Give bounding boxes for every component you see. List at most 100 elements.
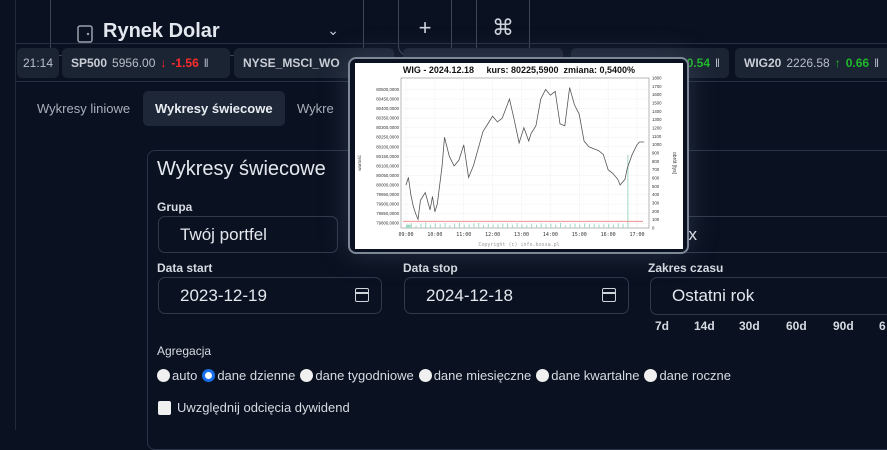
tab-candlestick-charts[interactable]: Wykresy świecowe — [143, 91, 285, 126]
right-tick-label: 200 — [652, 209, 660, 214]
volume-bar — [468, 224, 470, 228]
left-tick-label: 80050,0000 — [376, 173, 399, 178]
wallet-icon — [77, 25, 93, 43]
volume-bar — [569, 224, 571, 228]
dividend-checkbox[interactable]: Uwzględnij odcięcia dywidend — [158, 400, 350, 415]
quick-range-14d[interactable]: 14d — [694, 319, 715, 333]
quick-range-7d[interactable]: 7d — [655, 319, 670, 333]
volume-bar — [617, 223, 619, 228]
sidebar-divider — [15, 0, 16, 430]
radio-button[interactable] — [300, 369, 314, 382]
chart-icon: ‖ — [874, 56, 880, 70]
ticker-item[interactable]: SP500 5956.00 ↓ -1.56 ‖ — [62, 48, 230, 78]
volume-bar — [545, 224, 547, 228]
ticker-item[interactable]: WIG20 2226.58 ↑ 0.66 ‖ — [735, 48, 887, 78]
radio-button[interactable] — [536, 369, 550, 382]
header-divider — [15, 43, 887, 44]
calendar-icon[interactable] — [355, 288, 369, 302]
radio-yearly[interactable]: dane roczne — [644, 368, 731, 383]
range-select[interactable]: Ostatni rok — [650, 277, 887, 315]
radio-button[interactable] — [418, 369, 432, 382]
arrow-down-icon: ↓ — [160, 56, 167, 70]
right-axis-label: obrót [tys] — [671, 152, 677, 175]
left-tick-label: 80000,0000 — [376, 183, 399, 188]
tab-other-charts[interactable]: Wykre — [297, 101, 334, 116]
volume-bar — [579, 224, 581, 228]
volume-bar — [439, 224, 441, 228]
price-line — [405, 87, 645, 221]
range-value: Ostatni rok — [672, 286, 755, 305]
radio-label: dane dzienne — [217, 368, 296, 383]
volume-bar — [555, 224, 557, 228]
quick-range-60d[interactable]: 60d — [786, 319, 807, 333]
ticker-change: 0.54 — [686, 56, 711, 70]
radio-label: dane miesięczne — [433, 368, 532, 383]
chart-title: WIG - 2024.12.18 kurs: 80225,5900 zmiana… — [403, 65, 635, 75]
x-tick-label: 13:00 — [514, 232, 529, 238]
tab-line-charts[interactable]: Wykresy liniowe — [37, 101, 131, 116]
radio-auto[interactable]: auto — [157, 368, 197, 383]
ticker-symbol: SP500 — [71, 56, 108, 70]
chart-copyright: Copyright (c) info.bossa.pl — [478, 242, 559, 248]
card-title: Wykresy świecowe — [157, 158, 326, 180]
right-tick-label: 500 — [652, 184, 660, 189]
ticker-change: -1.56 — [171, 56, 199, 70]
quick-range-90d[interactable]: 90d — [833, 319, 854, 333]
group-value: Twój portfel — [180, 224, 267, 244]
volume-bar — [627, 154, 629, 228]
ticker-value: 5956.00 — [112, 56, 156, 70]
right-tick-label: 100 — [652, 217, 660, 222]
volume-bar — [521, 224, 523, 228]
volume-bar — [612, 224, 614, 228]
ticker-value: 2226.58 — [786, 56, 830, 70]
right-tick-label: 1200 — [652, 126, 662, 131]
plus-icon: + — [418, 15, 432, 40]
volume-bar — [584, 223, 586, 228]
command-icon: ⌘ — [492, 15, 514, 40]
right-tick-label: 1500 — [652, 101, 662, 106]
x-tick-label: 15:00 — [572, 232, 587, 238]
calendar-icon[interactable] — [602, 288, 616, 302]
aggregation-radio-group: auto dane dzienne dane tygodniowe dane m… — [157, 368, 733, 383]
left-tick-label: 80150,0000 — [376, 154, 399, 159]
volume-bar — [454, 223, 456, 228]
volume-bar — [603, 224, 605, 228]
chevron-down-icon: ⌄ — [327, 22, 339, 38]
range-label: Zakres czasu — [648, 261, 724, 275]
radio-button[interactable] — [202, 369, 216, 382]
checkbox-label: Uwzględnij odcięcia dywidend — [177, 400, 350, 415]
radio-weekly[interactable]: dane tygodniowe — [300, 368, 414, 383]
volume-bar — [516, 223, 518, 228]
x-tick-label: 10:00 — [427, 232, 442, 238]
volume-bar — [415, 225, 417, 228]
start-date-input[interactable]: 2023-12-19 — [158, 277, 382, 314]
radio-button[interactable] — [644, 369, 658, 382]
quick-range-30d[interactable]: 30d — [739, 319, 760, 333]
ticker-bar: 21:14 SP500 5956.00 ↓ -1.56 ‖ NYSE_MSCI_… — [15, 44, 887, 82]
volume-bar — [511, 224, 513, 228]
x-tick-label: 14:00 — [543, 232, 558, 238]
volume-bar — [420, 223, 422, 228]
volume-bar — [608, 223, 610, 228]
group-select[interactable]: Twój portfel — [158, 216, 338, 253]
stop-date-input[interactable]: 2024-12-18 — [404, 277, 629, 314]
volume-bar — [492, 224, 494, 228]
left-tick-label: 80450,0000 — [376, 97, 399, 102]
x-tick-label: 09:00 — [398, 232, 413, 238]
radio-monthly[interactable]: dane miesięczne — [418, 368, 532, 383]
radio-daily[interactable]: dane dzienne — [202, 368, 295, 383]
volume-bar — [540, 223, 542, 228]
volume-bar — [449, 225, 451, 228]
wig-intraday-chart: WIG - 2024.12.18 kurs: 80225,5900 zmiana… — [355, 63, 683, 249]
radio-quarterly[interactable]: dane kwartalne — [536, 368, 639, 383]
checkbox[interactable] — [158, 400, 171, 415]
right-tick-label: 0 — [652, 226, 655, 231]
radio-button[interactable] — [157, 369, 170, 382]
radio-label: dane tygodniowe — [315, 368, 414, 383]
ticker-symbol: NYSE_MSCI_WO — [243, 56, 340, 70]
volume-bar — [535, 224, 537, 228]
volume-bar — [463, 224, 465, 228]
start-label: Data start — [157, 261, 213, 275]
right-tick-label: 800 — [652, 159, 660, 164]
quick-range-6m[interactable]: 6 — [879, 319, 886, 333]
